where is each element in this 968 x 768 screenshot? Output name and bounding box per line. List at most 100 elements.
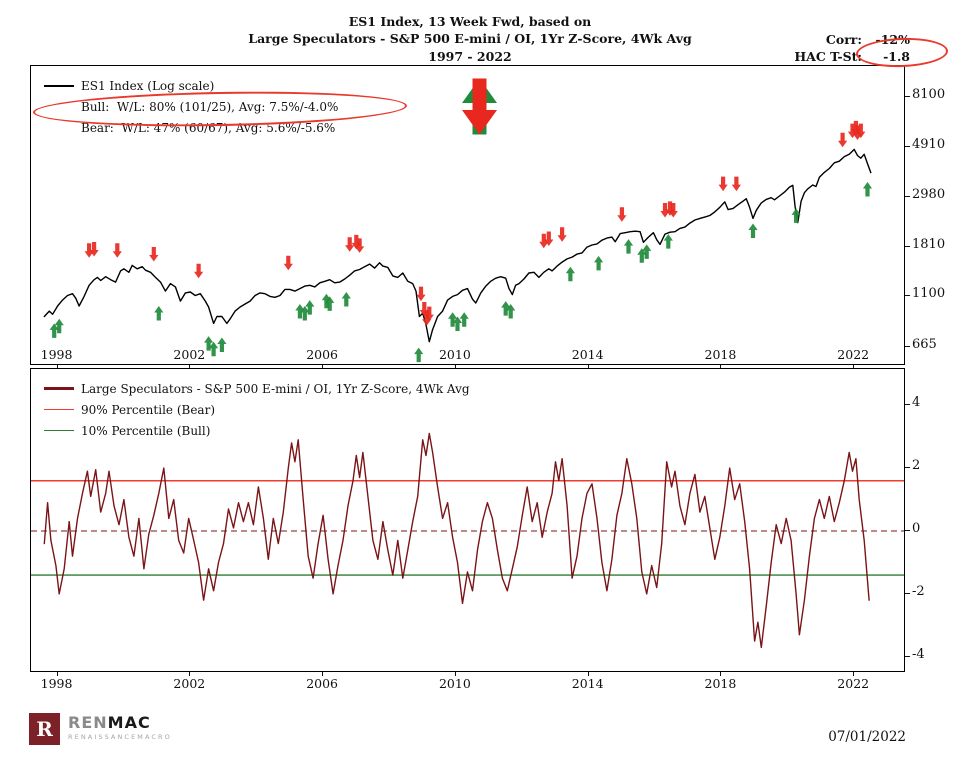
bull-signal-arrow	[325, 296, 335, 311]
bull-signal-arrow	[204, 336, 214, 351]
bull-signal-arrow	[209, 341, 219, 357]
tick-mark	[454, 672, 456, 676]
bear-signal-arrow	[731, 176, 741, 192]
renmac-logo-icon: R	[28, 712, 61, 746]
bear-signal-arrow	[557, 227, 567, 242]
bull-signal-arrow	[54, 318, 64, 334]
tick-mark	[905, 467, 910, 469]
tick-mark	[905, 145, 910, 147]
tick-label: 2014	[571, 676, 604, 691]
bull-signal-arrow	[791, 208, 801, 223]
tick-label: -2	[912, 583, 925, 599]
zscore-line-icon	[43, 387, 75, 390]
bull-signal-arrow	[49, 323, 59, 338]
logo-mac-text: MAC	[107, 713, 151, 732]
tick-label: 2002	[173, 676, 206, 691]
tick-mark	[905, 195, 910, 197]
bear-signal-arrow	[838, 132, 848, 148]
tick-mark	[322, 672, 324, 676]
corr-label: Corr:	[825, 32, 862, 47]
bull-signal-arrow	[448, 312, 458, 327]
tick-mark	[189, 672, 191, 676]
zscore-legend: Large Speculators - S&P 500 E-mini / OI,…	[43, 378, 470, 441]
bull-signal-arrow	[642, 244, 652, 259]
es1-legend-label: ES1 Index (Log scale)	[81, 78, 215, 93]
bull-signal-arrow	[414, 347, 424, 363]
tick-label: 0	[912, 521, 921, 536]
chart-title-line1: ES1 Index, 13 Week Fwd, based on	[348, 14, 592, 29]
bear-signal-arrow	[544, 231, 554, 246]
price-panel: ES1 Index (Log scale) Bull: W/L: 80% (10…	[30, 65, 905, 365]
legend-row-zscore: Large Speculators - S&P 500 E-mini / OI,…	[43, 378, 470, 399]
renmac-logo: R RENMAC RENAISSANCEMACRO	[28, 712, 172, 746]
bear-signal-arrow	[345, 237, 355, 252]
legend-row-es1: ES1 Index (Log scale)	[43, 75, 338, 96]
bear-signal-arrow	[149, 247, 159, 262]
date-stamp: 07/01/2022	[828, 729, 906, 745]
bull-signal-arrow	[300, 306, 310, 321]
tick-mark	[905, 530, 910, 531]
logo-wordmark: RENMAC RENAISSANCEMACRO	[68, 712, 172, 742]
bull-signal-arrow	[862, 182, 873, 197]
chart-title: ES1 Index, 13 Week Fwd, based on Large S…	[0, 13, 940, 65]
tick-label: 1810	[912, 236, 946, 252]
tick-label: 2980	[912, 186, 946, 202]
tick-label: 2006	[306, 676, 338, 691]
bear-signal-arrow	[283, 255, 293, 271]
legend-row-bear: Bear: W/L: 47% (60/67), Avg: 5.6%/-5.6%	[43, 78, 497, 138]
legend-row-10pct: 10% Percentile (Bull)	[43, 420, 470, 441]
bull-signal-arrow	[321, 293, 331, 309]
bear-percentile-line-icon	[43, 408, 75, 411]
stats-block: Corr: -12% HAC T-St: -1.8	[794, 31, 910, 65]
bear-signal-arrow	[660, 203, 670, 218]
price-line-icon	[43, 84, 75, 87]
black-line-sample	[44, 84, 74, 87]
bull-signal-arrow	[663, 234, 673, 249]
bear-signal-arrow	[416, 286, 426, 302]
tick-label: 2018	[704, 676, 737, 691]
bull-signal-arrow	[594, 255, 604, 271]
green-line-sample	[44, 429, 74, 432]
price-chart-svg	[43, 120, 873, 363]
zscore-legend-label: Large Speculators - S&P 500 E-mini / OI,…	[81, 381, 470, 396]
bull-legend-label: Bull: W/L: 80% (101/25), Avg: 7.5%/-4.0%	[81, 99, 339, 114]
tick-mark	[720, 672, 722, 676]
bull-signal-arrow	[341, 292, 351, 307]
hac-label: HAC T-St:	[794, 49, 862, 64]
tick-label: 1998	[40, 676, 73, 691]
series-line	[43, 432, 870, 649]
bear-signal-arrow	[194, 263, 204, 279]
zscore-chart-svg	[31, 432, 904, 649]
bull-percentile-label: 10% Percentile (Bull)	[81, 423, 211, 438]
bear-signal-arrow	[422, 311, 432, 326]
bear-signal-arrow	[718, 176, 728, 192]
bull-signal-arrow	[506, 304, 516, 319]
zscore-panel: Large Speculators - S&P 500 E-mini / OI,…	[30, 368, 905, 672]
bear-signal-arrow	[856, 123, 866, 139]
tick-label: -4	[912, 646, 925, 662]
bull-signal-arrow	[305, 300, 315, 315]
tick-label: 665	[912, 336, 937, 352]
bull-signal-arrow	[295, 304, 305, 319]
price-legend: ES1 Index (Log scale) Bull: W/L: 80% (10…	[43, 75, 497, 138]
bull-signal-arrow	[565, 266, 575, 282]
tick-mark	[905, 295, 910, 297]
bull-signal-arrow	[154, 306, 164, 321]
maroon-line-sample	[44, 387, 74, 390]
logo-letter: R	[36, 717, 53, 741]
chart-title-line3: 1997 - 2022	[428, 48, 512, 64]
legend-row-90pct: 90% Percentile (Bear)	[43, 399, 470, 420]
bull-signal-arrow	[623, 239, 634, 254]
bear-signal-arrow	[89, 242, 99, 257]
hac-value: -1.8	[883, 49, 910, 64]
tick-mark	[587, 672, 589, 676]
tick-label: 8100	[912, 86, 946, 102]
tick-mark	[905, 655, 910, 657]
bear-signal-arrow	[355, 238, 365, 253]
tick-label: 2	[912, 458, 921, 474]
bear-legend-label: Bear: W/L: 47% (60/67), Avg: 5.6%/-5.6%	[81, 120, 336, 135]
tick-mark	[905, 592, 910, 594]
tick-label: 4910	[912, 136, 946, 152]
tick-label: 2010	[438, 676, 471, 691]
